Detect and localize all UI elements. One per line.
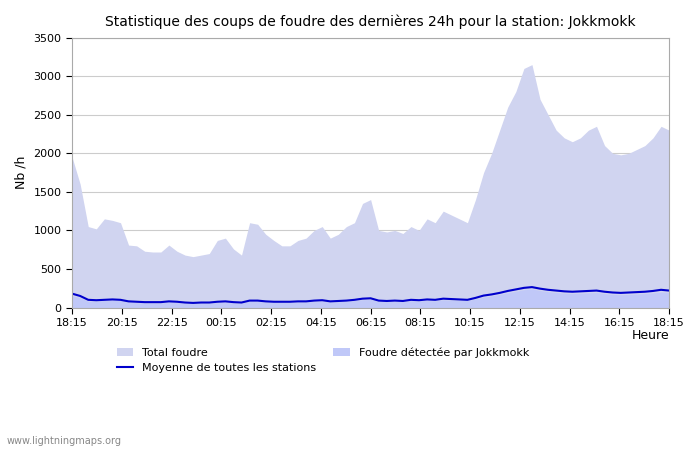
- Y-axis label: Nb /h: Nb /h: [15, 156, 28, 189]
- Legend: Total foudre, Moyenne de toutes les stations, Foudre détectée par Jokkmokk: Total foudre, Moyenne de toutes les stat…: [112, 342, 533, 378]
- Title: Statistique des coups de foudre des dernières 24h pour la station: Jokkmokk: Statistique des coups de foudre des dern…: [105, 15, 636, 30]
- Text: Heure: Heure: [631, 329, 669, 342]
- Text: www.lightningmaps.org: www.lightningmaps.org: [7, 436, 122, 446]
